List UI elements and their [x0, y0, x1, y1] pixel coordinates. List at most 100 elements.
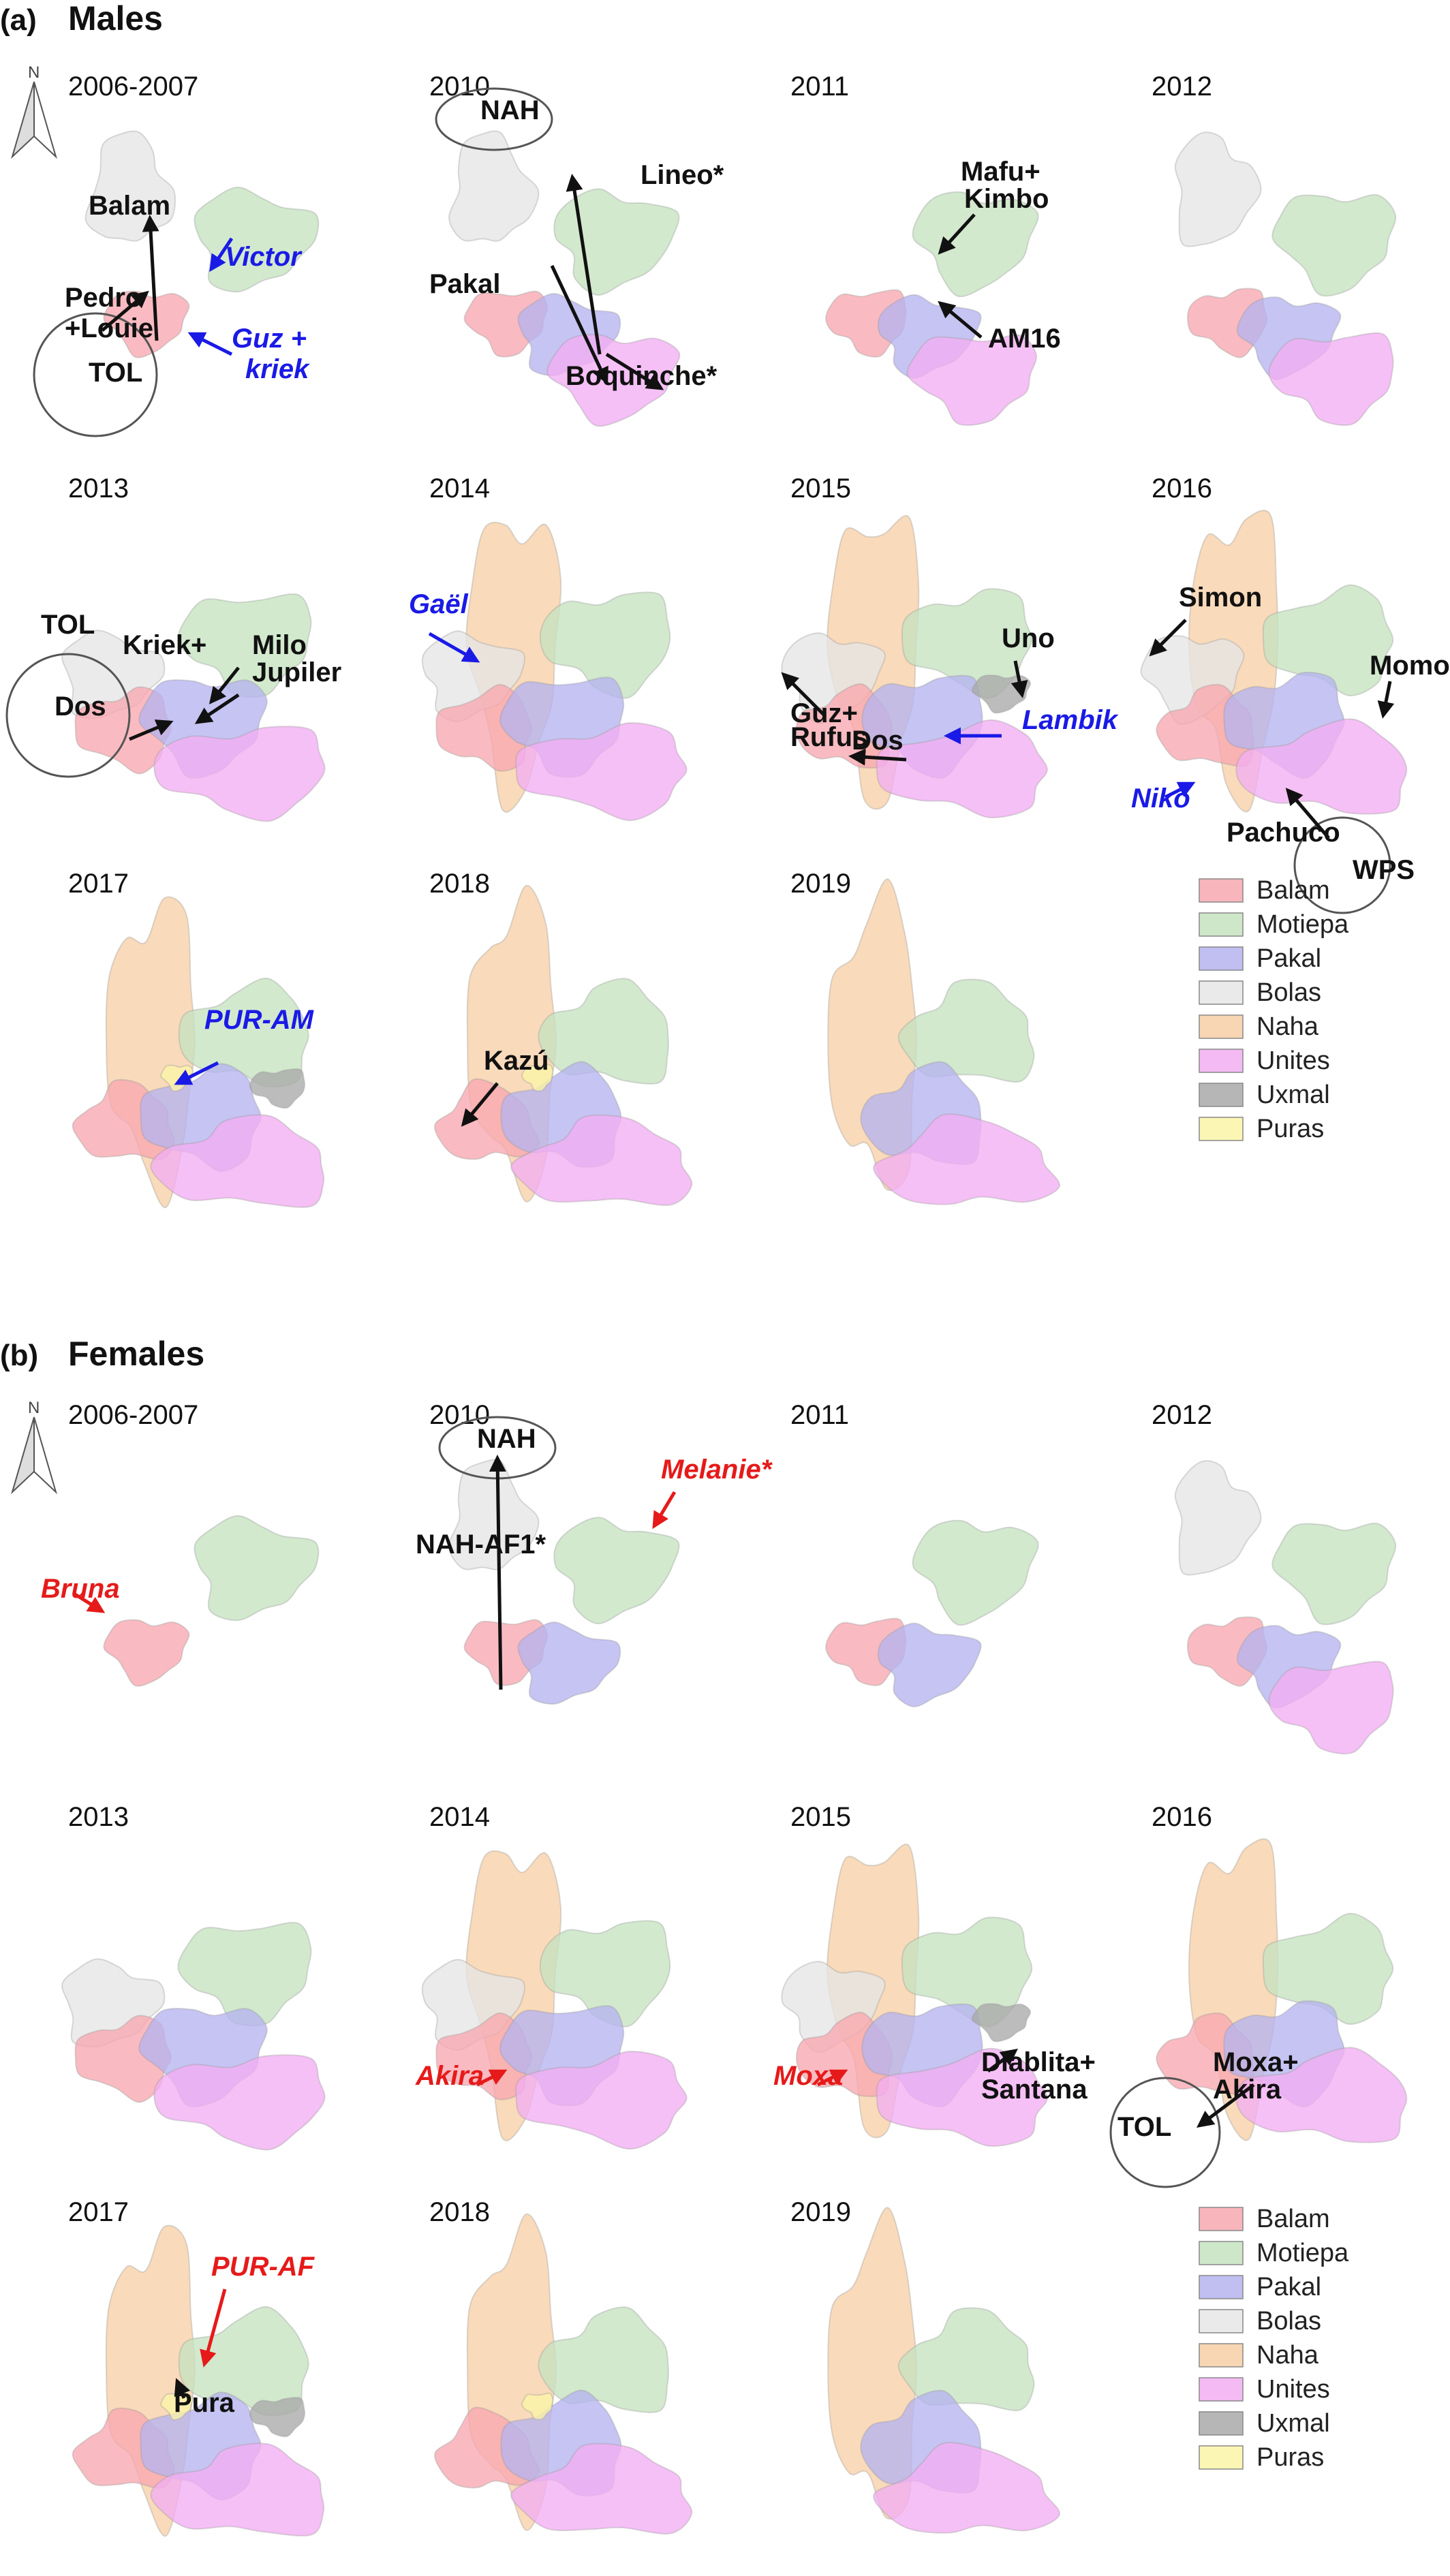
territory-unites	[873, 1113, 1061, 1205]
movement-arrow	[194, 693, 240, 724]
individual-label: Boquinche*	[566, 361, 718, 391]
individual-label: TOL	[89, 358, 142, 388]
territory-unites	[510, 2442, 693, 2535]
individual-label: TOL	[41, 610, 95, 640]
legend-swatch-bolas	[1199, 2309, 1244, 2333]
individual-label: Dos	[55, 692, 106, 721]
territory-unites	[153, 2054, 326, 2151]
movement-arrow	[489, 1455, 506, 1690]
movement-arrow	[461, 1082, 499, 1127]
individual-label: WPS	[1353, 855, 1415, 885]
panel-year: 2010	[429, 72, 490, 102]
section-letter: (a)	[0, 3, 37, 37]
legend-label-uxmal: Uxmal	[1256, 1081, 1330, 1109]
movement-arrow	[200, 2288, 227, 2368]
individual-label: NAH-AF1*	[416, 1530, 546, 1559]
individual-label: +Louie	[65, 313, 153, 343]
movement-arrow	[652, 1491, 677, 1530]
legend-swatch-unites	[1199, 2377, 1244, 2402]
individual-label: Bruna	[41, 1574, 120, 1604]
movement-arrow	[209, 237, 234, 273]
territory-bolas	[448, 1459, 540, 1570]
legend-swatch-uxmal	[1199, 2411, 1244, 2436]
legend-swatch-bolas	[1199, 980, 1244, 1005]
territory-unites	[514, 721, 688, 822]
movement-arrow	[187, 332, 233, 356]
panel-2013: 2013	[61, 1802, 326, 2151]
territory-unites	[153, 726, 326, 822]
individual-label: Dos	[852, 726, 904, 756]
territory-unites	[876, 719, 1048, 819]
north-arrow-icon: N	[11, 63, 57, 159]
territory-motiepa	[538, 2306, 669, 2413]
panel-2006-2007: 2006-2007 Bruna	[41, 1400, 320, 1687]
movement-arrow	[209, 666, 240, 704]
panel-2012: 2012	[1152, 72, 1397, 426]
individual-label: Uno	[1002, 623, 1055, 653]
movement-arrow	[174, 1061, 219, 1085]
movement-arrow	[174, 2378, 191, 2399]
legend-label-bolas: Bolas	[1256, 978, 1321, 1007]
individual-label: Melanie*	[661, 1455, 773, 1485]
panel-year: 2019	[790, 2197, 851, 2227]
movement-arrow	[816, 2069, 848, 2087]
territory-bolas	[448, 130, 540, 242]
panel-2012: 2012	[1152, 1400, 1397, 1755]
movement-arrow	[938, 213, 976, 255]
panel-year: 2014	[429, 474, 490, 503]
individual-label: TOL	[1117, 2112, 1171, 2142]
territory-puras	[521, 2392, 554, 2421]
destination-circle	[1293, 816, 1391, 914]
legend-label-balam: Balam	[1256, 876, 1330, 905]
section-title: Females	[68, 1335, 204, 1373]
legend-swatch-motiepa	[1199, 2241, 1244, 2265]
panel-year: 2012	[1152, 72, 1212, 102]
panel-year: 2011	[790, 72, 849, 102]
individual-label: Akira	[415, 2061, 484, 2091]
movement-arrow	[938, 300, 983, 339]
north-label: N	[28, 63, 40, 82]
individual-label: Pakal	[429, 269, 501, 299]
territory-unites	[906, 334, 1038, 426]
territory-motiepa	[1262, 584, 1394, 697]
individual-label: Guz +	[232, 324, 307, 354]
section-a: (a) Males N 2006-2007 Balam Pedro+Louie TOL Vic…	[0, 0, 1450, 1209]
section-title: Males	[68, 0, 163, 37]
panel-year: 2018	[429, 2197, 490, 2227]
territory-motiepa	[1271, 193, 1397, 297]
individual-label: Santana	[981, 2075, 1088, 2105]
destination-circle	[1109, 2077, 1221, 2188]
movement-arrow	[605, 352, 664, 390]
panel-year: 2013	[68, 474, 129, 503]
individual-label: PUR-AM	[204, 1005, 315, 1035]
section-letter: (b)	[0, 1339, 38, 1372]
territory-unites	[514, 2050, 688, 2150]
individual-label: Moxa+	[1213, 2047, 1299, 2077]
territory-unites	[546, 334, 681, 427]
territory-bolas	[84, 130, 176, 242]
territory-balam	[103, 1619, 190, 1687]
legend-label-pakal: Pakal	[1256, 2273, 1321, 2301]
destination-circle	[33, 312, 158, 437]
panel-2019: 2019	[790, 869, 1061, 1205]
territory-balam	[825, 289, 907, 358]
individual-label: Lineo*	[641, 160, 724, 190]
movement-arrow	[1377, 681, 1395, 719]
legend-swatch-pakal	[1199, 946, 1244, 971]
territory-motiepa	[539, 1920, 671, 2028]
individual-label: Akira	[1213, 2075, 1282, 2105]
panel-year: 2012	[1152, 1400, 1212, 1430]
panel-year: 2017	[68, 869, 129, 899]
legend-label-puras: Puras	[1256, 2443, 1324, 2472]
individual-label: Lambik	[1022, 705, 1119, 735]
territory-uxmal	[971, 2003, 1032, 2043]
legend-label-motiepa: Motiepa	[1256, 2239, 1349, 2267]
territory-unites	[150, 2442, 325, 2536]
legend-label-pakal: Pakal	[1256, 944, 1321, 973]
movement-arrow	[566, 174, 602, 355]
legend-label-bolas: Bolas	[1256, 2307, 1321, 2336]
panel-2017: 2017 PUR-AM	[68, 869, 325, 1209]
movement-arrow	[142, 215, 159, 341]
